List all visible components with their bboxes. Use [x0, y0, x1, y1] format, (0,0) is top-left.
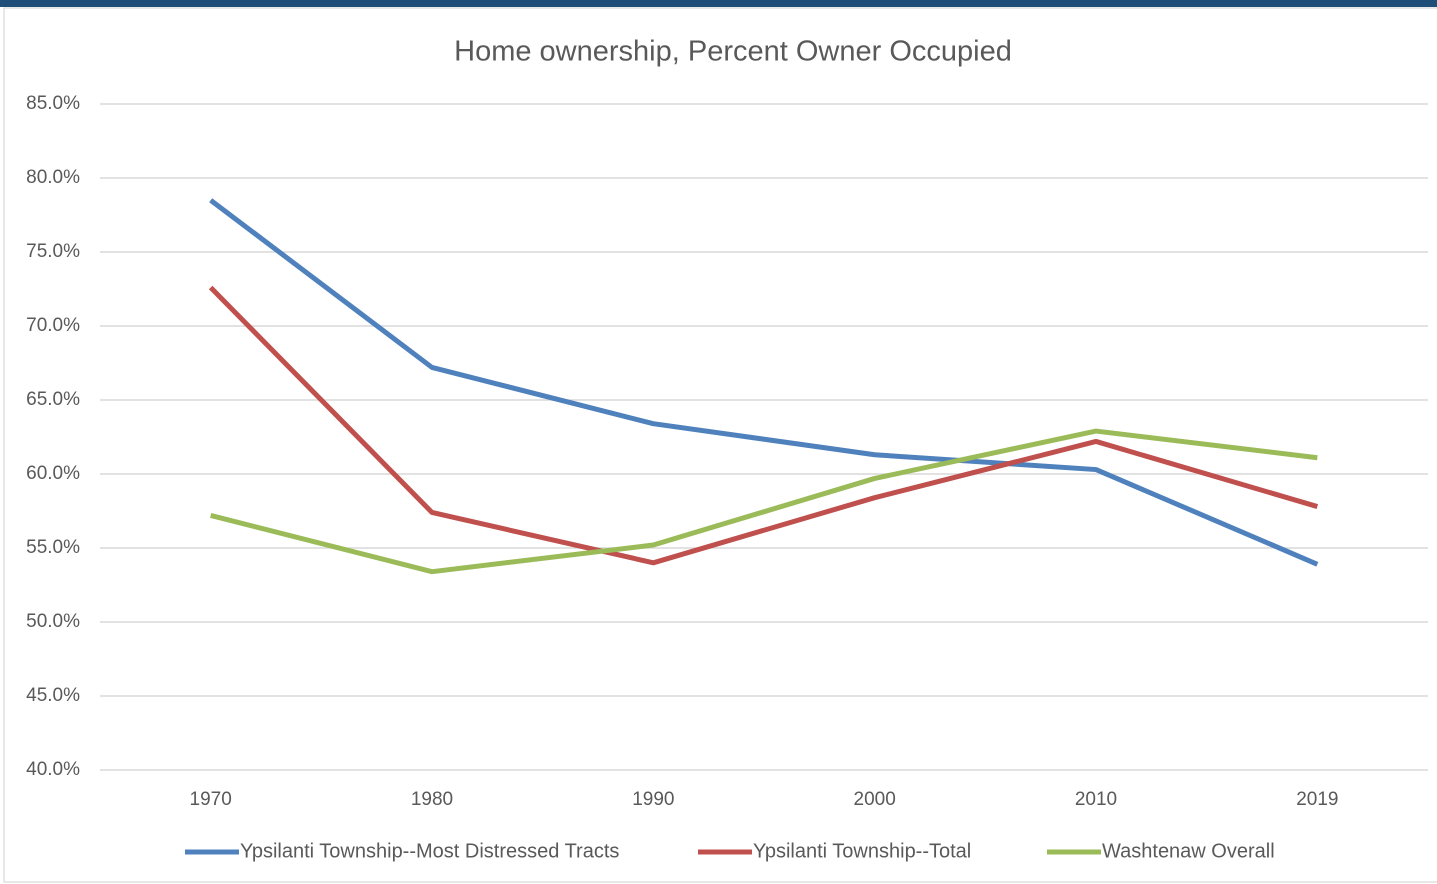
x-tick-label: 2019 [1296, 789, 1338, 810]
chart-title: Home ownership, Percent Owner Occupied [454, 36, 1012, 68]
x-tick-label: 1990 [632, 789, 674, 810]
y-tick-label: 70.0% [26, 315, 80, 336]
y-tick-label: 75.0% [26, 241, 80, 262]
y-tick-label: 40.0% [26, 759, 80, 780]
x-tick-label: 1970 [190, 789, 232, 810]
data-line [209, 198, 1319, 567]
y-tick-label: 60.0% [26, 463, 80, 484]
y-tick-label: 50.0% [26, 611, 80, 632]
x-tick-label: 2000 [854, 789, 896, 810]
x-tick-label: 2010 [1075, 789, 1117, 810]
x-tick-label: 1980 [411, 789, 453, 810]
y-tick-label: 80.0% [26, 167, 80, 188]
y-tick-label: 85.0% [26, 93, 80, 114]
data-line [210, 428, 1318, 575]
legend-label: Washtenaw Overall [1102, 840, 1275, 862]
y-tick-label: 45.0% [26, 685, 80, 706]
y-tick-label: 65.0% [26, 389, 80, 410]
data-line [208, 285, 1319, 566]
top-bar [0, 0, 1437, 7]
y-tick-label: 55.0% [26, 537, 80, 558]
legend-label: Ypsilanti Township--Most Distressed Trac… [240, 840, 619, 862]
legend-label: Ypsilanti Township--Total [753, 840, 971, 862]
